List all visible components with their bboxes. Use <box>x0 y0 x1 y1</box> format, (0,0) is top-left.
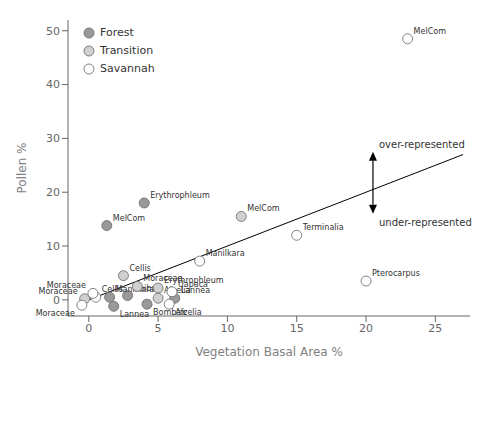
svg-text:under-represented: under-represented <box>379 217 472 228</box>
svg-text:Vegetation Basal Area %: Vegetation Basal Area % <box>195 345 343 359</box>
svg-text:Lannea: Lannea <box>120 310 149 319</box>
svg-text:Uapaca: Uapaca <box>178 280 208 289</box>
svg-text:10: 10 <box>46 240 60 253</box>
svg-text:40: 40 <box>46 78 60 91</box>
html-text:Savannah: Savannah <box>100 62 155 75</box>
svg-text:25: 25 <box>428 322 442 335</box>
svg-text:MelCom: MelCom <box>247 204 280 213</box>
svg-text:10: 10 <box>220 322 234 335</box>
svg-text:Moraceae: Moraceae <box>47 281 86 290</box>
svg-text:0: 0 <box>53 294 60 307</box>
svg-text:Erythrophleum: Erythrophleum <box>150 191 210 200</box>
svg-text:Cellis: Cellis <box>129 264 150 273</box>
svg-text:Erythrophleum: Erythrophleum <box>164 276 224 285</box>
svg-text:50: 50 <box>46 25 60 38</box>
svg-text:30: 30 <box>46 132 60 145</box>
svg-text:Moraceae: Moraceae <box>36 309 75 318</box>
html-text:Forest: Forest <box>100 26 134 39</box>
svg-text:Manilkara: Manilkara <box>206 249 245 258</box>
svg-text:MelCom: MelCom <box>113 214 146 223</box>
svg-text:20: 20 <box>46 186 60 199</box>
svg-text:20: 20 <box>359 322 373 335</box>
svg-text:5: 5 <box>155 322 162 335</box>
svg-text:15: 15 <box>290 322 304 335</box>
svg-text:Moraceae: Moraceae <box>143 274 183 284</box>
svg-text:over-represented: over-represented <box>379 139 465 150</box>
svg-text:Cellis: Cellis <box>102 285 123 294</box>
svg-text:0: 0 <box>85 322 92 335</box>
svg-text:Terminalia: Terminalia <box>302 223 344 232</box>
svg-text:MelCom: MelCom <box>414 27 447 36</box>
svg-text:Afzelia: Afzelia <box>175 308 202 317</box>
html-text:Transition: Transition <box>100 44 154 57</box>
svg-text:Pterocarpus: Pterocarpus <box>372 269 420 278</box>
svg-text:Pollen %: Pollen % <box>15 142 29 193</box>
svg-text:Moraceae: Moraceae <box>38 286 78 296</box>
